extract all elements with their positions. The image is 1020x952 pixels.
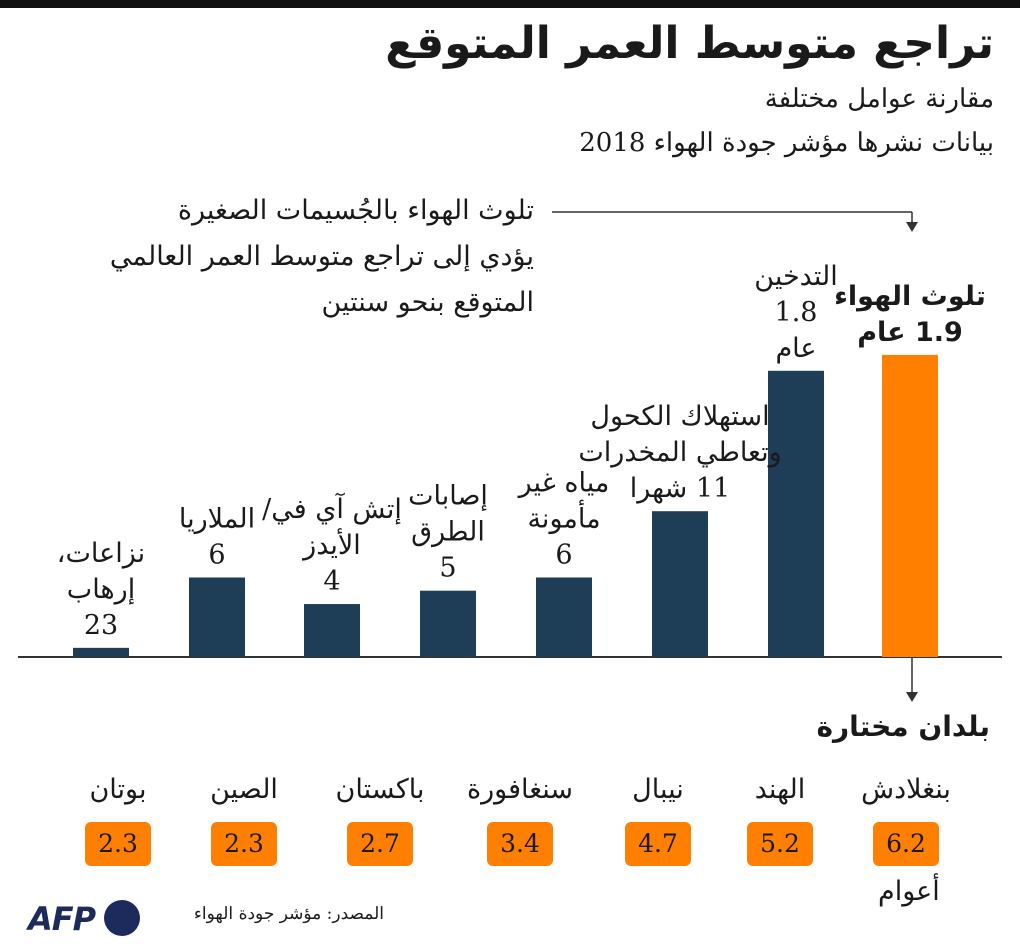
bar-0 [882,354,938,657]
afp-logo: AFP [28,900,96,938]
country-value-badge: 3.4 [487,822,553,866]
bar-label-7-1: إرهاب [67,574,135,605]
bar-6 [189,577,245,657]
bar-label-2-0: استهلاك الكحول [590,401,769,432]
bar-label-1-2: عام [775,333,816,364]
bar-label-3-2: 6 [555,540,572,571]
bar-3 [536,577,592,657]
country-name: الصين [210,774,278,805]
bar-label-3-0: مياه غير [517,468,610,499]
bar-7 [73,647,129,657]
country-name: بوتان [89,774,147,805]
bar-2 [652,511,708,657]
bar-label-1-0: التدخين [754,261,837,292]
country-value-badge: 2.7 [347,822,413,866]
bar-label-4-1: الطرق [411,517,485,548]
bar-label-2-1: وتعاطي المخدرات [578,437,781,468]
country-value-badge: 2.3 [211,822,277,866]
bar-label-7-0: نزاعات، [57,538,145,569]
annotation-line-3: المتوقع بنحو سنتين [321,287,534,318]
annotation-note: تلوث الهواء بالجُسيمات الصغيرة يؤدي إلى … [14,188,534,326]
country-name: الهند [754,774,806,805]
country-name: باكستان [335,774,425,805]
bar-label-3-1: مأمونة [527,500,600,535]
bar-label-6-0: الملاريا [179,504,255,535]
country-value-badge: 2.3 [85,822,151,866]
bar-label-5-0: إتش آي في/ [262,492,402,525]
source-note: المصدر: مؤشر جودة الهواء [193,904,384,924]
bar-1 [768,370,824,657]
data-source-line: بيانات نشرها مؤشر جودة الهواء 2018 [579,128,994,158]
countries-arrow-head [906,692,918,702]
bar-label-4-0: إصابات [408,481,488,512]
country-value-badge: 6.2 [873,822,939,866]
country-name: بنغلادش [861,774,951,805]
bar-label-7-2: 23 [84,610,118,641]
bar-5 [304,604,360,657]
subtitle: مقارنة عوامل مختلفة [764,84,994,114]
bar-label-6-1: 6 [208,540,225,571]
annotation-line-2: يؤدي إلى تراجع متوسط العمر العالمي [109,241,534,272]
countries-heading: بلدان مختارة [816,710,990,743]
bar-label-0-1: 1.9 عام [857,317,963,348]
bar-label-5-1: الأيدز [301,528,361,561]
bar-label-0-0: تلوث الهواء [834,281,986,312]
country-value-badge: 5.2 [747,822,813,866]
page-title: تراجع متوسط العمر المتوقع [385,18,994,69]
bar-label-2-2: 11 شهرا [630,473,730,504]
bar-label-4-2: 5 [439,553,456,584]
top-rule [0,0,1020,8]
bar-label-1-1: 1.8 [775,297,818,328]
country-value-badge: 4.7 [625,822,691,866]
annotation-line-1: تلوث الهواء بالجُسيمات الصغيرة [177,195,534,226]
note-arrow-head [906,222,918,232]
country-name: سنغافورة [466,774,574,805]
afp-logo-dot [104,900,140,936]
bar-4 [420,590,476,657]
unit-word: أعوام [878,876,940,907]
bar-label-5-2: 4 [323,566,340,597]
country-name: نيبال [632,774,684,805]
